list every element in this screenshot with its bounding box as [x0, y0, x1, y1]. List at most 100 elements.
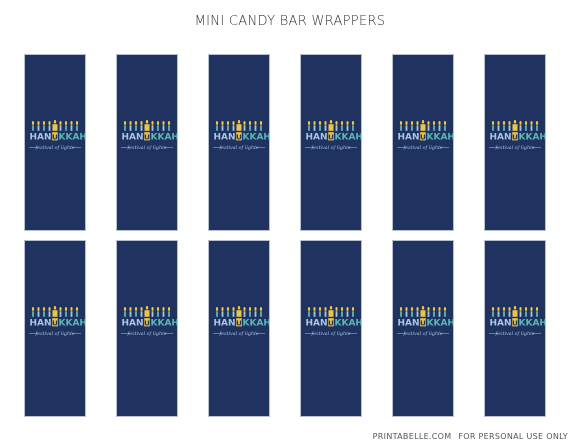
- candle-icon: [313, 121, 316, 131]
- candle-icon: [340, 307, 344, 317]
- candle-icon: [243, 307, 246, 317]
- hanukkah-subtitle: festival of lights: [403, 331, 444, 337]
- candle-icon: [70, 121, 73, 131]
- shamash-candle-icon: [144, 306, 150, 317]
- candle-icon: [335, 121, 338, 131]
- candle-icon: [254, 307, 257, 317]
- candle-icon: [335, 307, 338, 317]
- candle-icon: [427, 307, 430, 317]
- candle-icon: [432, 307, 436, 317]
- hanukkah-subtitle: festival of lights: [403, 145, 444, 151]
- hanukkah-subtitle: festival of lights: [495, 145, 536, 151]
- candle-icon: [307, 121, 311, 131]
- candle-icon: [248, 121, 252, 131]
- candle-icon: [399, 307, 403, 317]
- hanukkah-logo: HAN U KKAH festival of lights: [29, 306, 86, 337]
- candle-icon: [232, 307, 235, 317]
- hanukkah-word-right: KKAH: [519, 133, 546, 143]
- candle-icon: [232, 121, 235, 131]
- hanukkah-subtitle: festival of lights: [311, 331, 352, 337]
- hanukkah-word-shamash-letter: U: [144, 319, 150, 327]
- candle-icon: [530, 121, 533, 131]
- footer: PRINTABELLE.COM FOR PERSONAL USE ONLY: [369, 432, 568, 441]
- hanukkah-word-shamash-letter: U: [52, 133, 58, 141]
- hanukkah-subtitle: festival of lights: [495, 331, 536, 337]
- candle-icon: [162, 307, 165, 317]
- candle-icon: [48, 307, 51, 317]
- hanukkah-logo: HAN U KKAH festival of lights: [121, 120, 178, 151]
- candle-icon: [129, 121, 132, 131]
- candle-icon: [307, 307, 311, 317]
- candle-icon: [340, 121, 344, 131]
- candle-icon: [524, 121, 528, 131]
- candle-icon: [519, 121, 522, 131]
- hanukkah-word-right: KKAH: [151, 133, 178, 143]
- candle-icon: [42, 307, 46, 317]
- candle-icon: [156, 307, 160, 317]
- hanukkah-word-left: HAN: [489, 319, 511, 329]
- shamash-candle-icon: [328, 306, 334, 317]
- shamash-candle-icon: [52, 306, 58, 317]
- hanukkah-word-left: HAN: [213, 319, 235, 329]
- hanukkah-word-right: KKAH: [59, 319, 86, 329]
- candle-icon: [318, 307, 322, 317]
- shamash-candle-icon: [236, 306, 242, 317]
- candle-icon: [438, 307, 441, 317]
- candle-icon: [399, 121, 403, 131]
- candle-icon: [31, 121, 35, 131]
- candle-icon: [215, 307, 219, 317]
- hanukkah-word-right: KKAH: [427, 133, 454, 143]
- candle-icon: [151, 121, 154, 131]
- hanukkah-logo: HAN U KKAH festival of lights: [213, 306, 269, 337]
- candle-icon: [64, 121, 68, 131]
- candle-icon: [318, 121, 322, 131]
- hanukkah-logo: HAN U KKAH festival of lights: [305, 120, 361, 151]
- hanukkah-logo: HAN U KKAH festival of lights: [305, 306, 361, 337]
- hanukkah-word-left: HAN: [305, 319, 327, 329]
- hanukkah-word-left: HAN: [121, 319, 143, 329]
- hanukkah-word-shamash-letter: U: [328, 319, 334, 327]
- hanukkah-logo: HAN U KKAH festival of lights: [489, 120, 546, 151]
- candle-icon: [351, 307, 355, 317]
- candy-bar-wrapper: HAN U KKAH festival of lights: [484, 54, 546, 231]
- candy-bar-wrapper: HAN U KKAH festival of lights: [24, 54, 86, 231]
- candle-icon: [259, 307, 263, 317]
- hanukkah-word-shamash-letter: U: [512, 319, 518, 327]
- candy-bar-wrapper: HAN U KKAH festival of lights: [392, 240, 454, 417]
- hanukkah-subtitle: festival of lights: [311, 145, 352, 151]
- hanukkah-subtitle: festival of lights: [219, 331, 260, 337]
- candle-icon: [519, 307, 522, 317]
- hanukkah-word-left: HAN: [213, 133, 235, 143]
- candle-icon: [134, 121, 138, 131]
- candle-icon: [416, 307, 419, 317]
- candle-icon: [491, 307, 495, 317]
- candle-icon: [42, 121, 46, 131]
- candle-icon: [508, 121, 511, 131]
- candle-icon: [497, 307, 500, 317]
- candle-icon: [37, 121, 40, 131]
- candle-icon: [405, 307, 408, 317]
- candle-icon: [432, 121, 436, 131]
- candle-icon: [427, 121, 430, 131]
- candy-bar-wrapper: HAN U KKAH festival of lights: [300, 54, 362, 231]
- candle-icon: [443, 121, 447, 131]
- shamash-candle-icon: [420, 120, 426, 131]
- hanukkah-subtitle: festival of lights: [35, 145, 76, 151]
- hanukkah-word-left: HAN: [29, 319, 51, 329]
- candle-icon: [346, 121, 349, 131]
- hanukkah-word-shamash-letter: U: [144, 133, 150, 141]
- hanukkah-word-left: HAN: [397, 133, 419, 143]
- candle-icon: [31, 307, 35, 317]
- hanukkah-word-shamash-letter: U: [420, 319, 426, 327]
- hanukkah-logo: HAN U KKAH festival of lights: [489, 306, 545, 337]
- candle-icon: [129, 307, 132, 317]
- candle-icon: [48, 121, 51, 131]
- candy-bar-wrapper: HAN U KKAH festival of lights: [392, 54, 454, 231]
- hanukkah-word-left: HAN: [397, 319, 419, 329]
- candle-icon: [226, 307, 230, 317]
- candle-icon: [313, 307, 316, 317]
- candle-icon: [438, 121, 441, 131]
- footer-note: FOR PERSONAL USE ONLY: [458, 432, 568, 441]
- candle-icon: [346, 307, 349, 317]
- candle-icon: [123, 121, 127, 131]
